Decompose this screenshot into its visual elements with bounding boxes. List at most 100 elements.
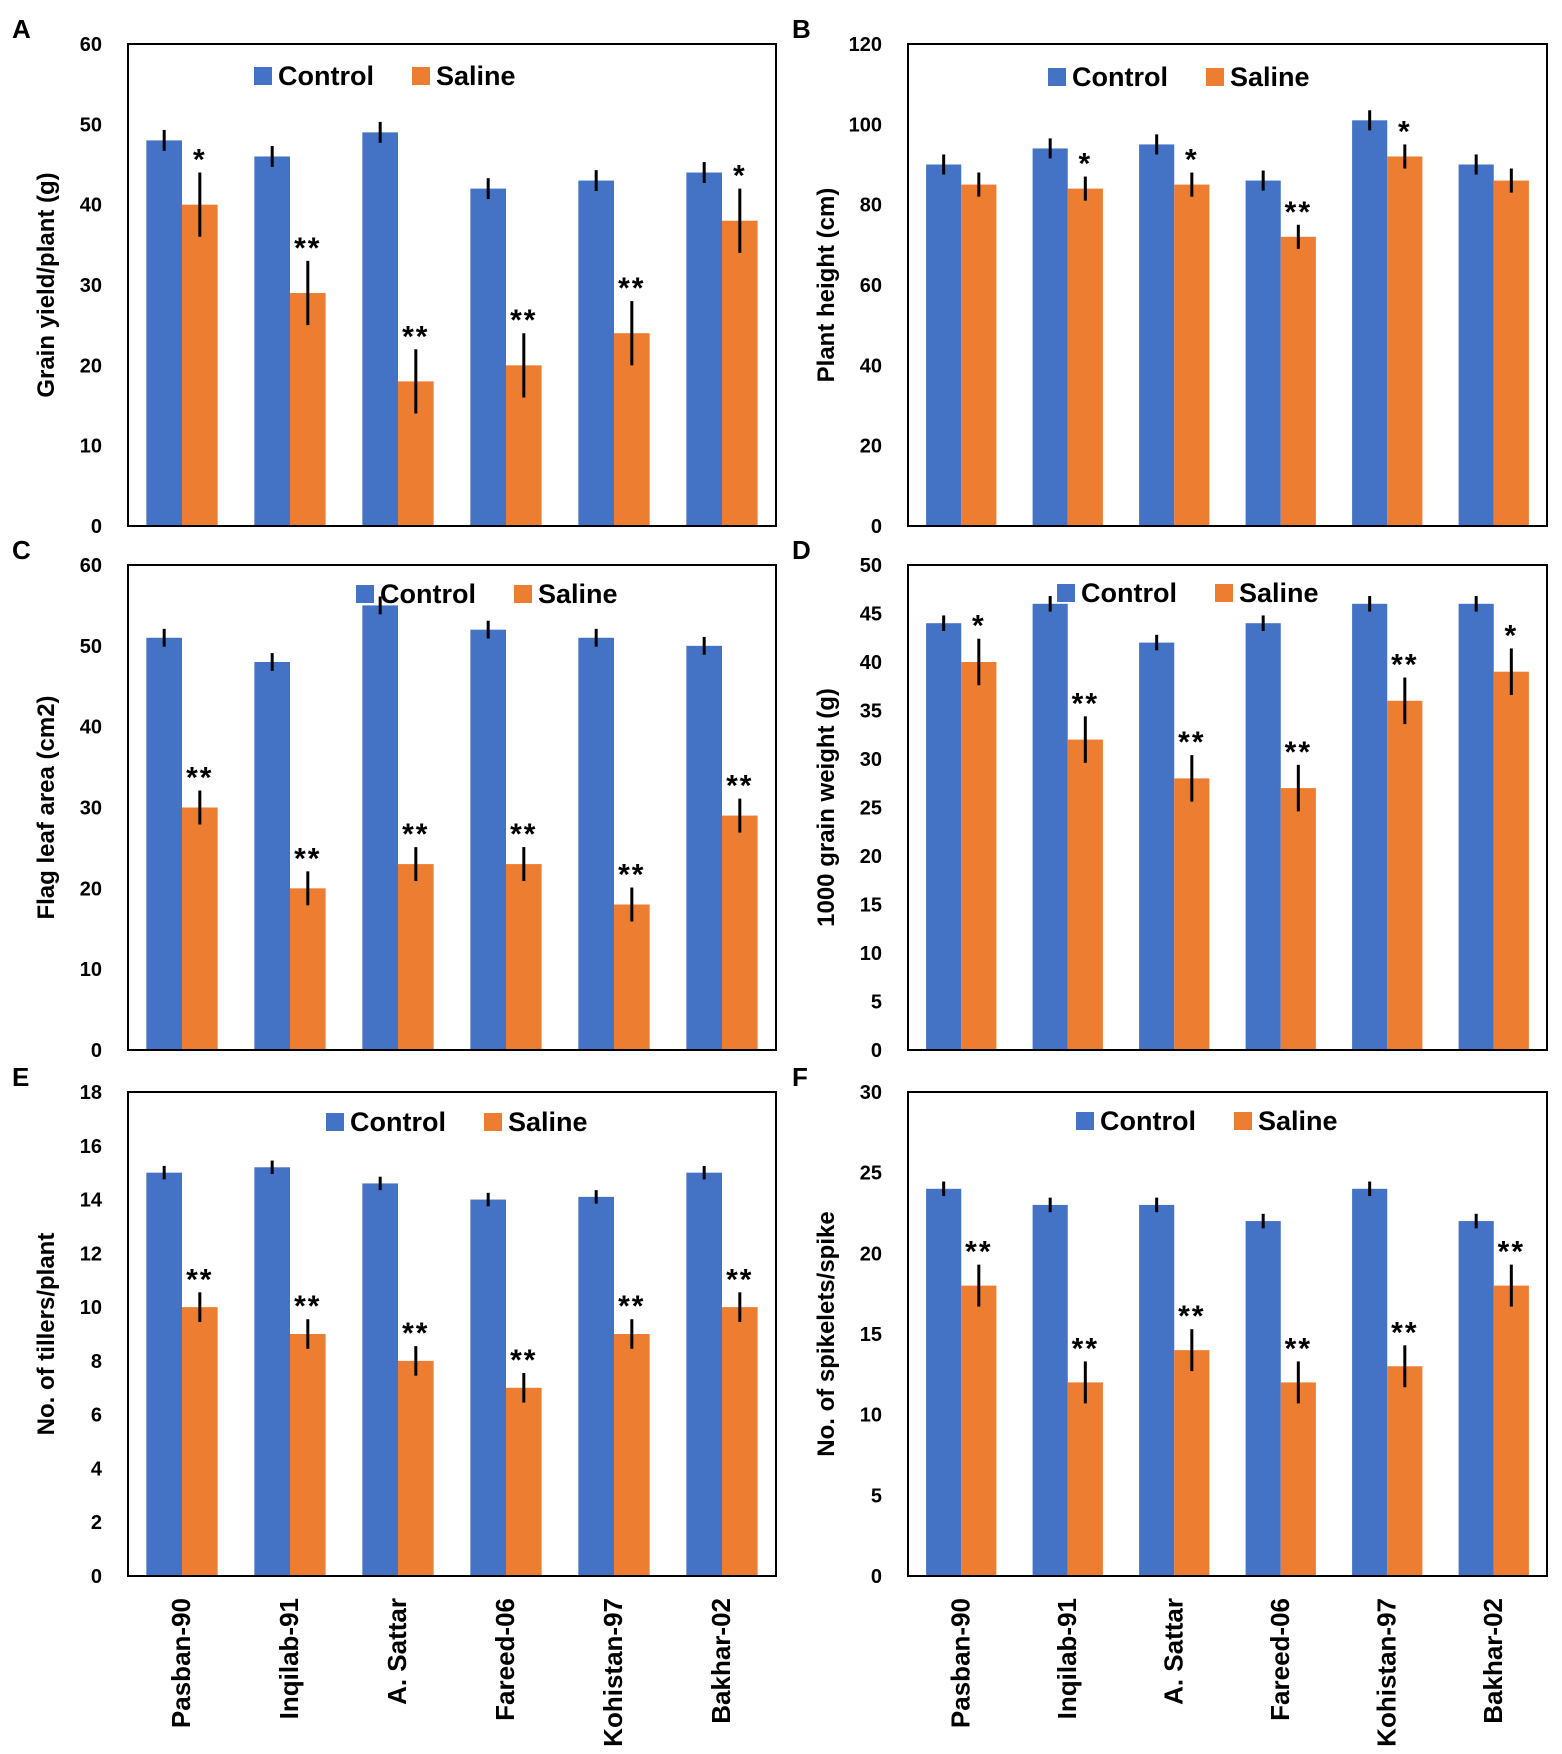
bar-saline [961, 662, 997, 1050]
bar-control [1245, 623, 1281, 1050]
y-axis-label: No. of tillers/plant [33, 1233, 60, 1436]
legend-control-label: Control [350, 1107, 446, 1137]
bar-saline [1067, 188, 1103, 526]
y-tick-label: 6 [91, 1405, 102, 1427]
y-tick-label: 20 [860, 1243, 882, 1265]
legend: Control Saline [1076, 1106, 1338, 1136]
legend: Control Saline [326, 1107, 588, 1137]
y-tick-label: 0 [871, 1566, 882, 1588]
y-tick-label: 40 [80, 717, 102, 739]
significance-mark: ** [186, 1263, 213, 1296]
bar-control [578, 637, 614, 1050]
bar-control [926, 623, 962, 1050]
bar-control [1458, 1221, 1494, 1576]
bar-saline [182, 807, 218, 1050]
y-tick-label: 8 [91, 1351, 102, 1373]
significance-mark: * [193, 144, 207, 177]
legend-control-swatch [1076, 1112, 1094, 1130]
y-tick-label: 25 [860, 798, 882, 820]
y-tick-label: 45 [860, 604, 882, 626]
series-saline: ***** ***** [961, 610, 1529, 1050]
bar-saline [1387, 156, 1423, 526]
bar-saline [290, 888, 326, 1050]
y-axis-label: Flag leaf area (cm2) [33, 695, 60, 919]
significance-mark: ** [186, 762, 213, 795]
significance-mark: ** [510, 1344, 537, 1377]
y-tick-label: 60 [860, 275, 882, 297]
series-saline: * **** [961, 115, 1529, 527]
series-control [926, 1181, 1494, 1576]
bar-control [686, 645, 722, 1050]
category-label: Inqilab-91 [1052, 1598, 1082, 1719]
panel-label: B [792, 14, 811, 44]
bar-saline [1280, 1382, 1316, 1576]
panel-label: F [792, 1062, 808, 1092]
y-tick-label: 20 [860, 436, 882, 458]
bar-control [1352, 1188, 1388, 1576]
bar-saline [1493, 1285, 1529, 1576]
panel-label: E [12, 1062, 29, 1092]
category-label: A. Sattar [1158, 1598, 1188, 1705]
bar-control [1139, 144, 1175, 526]
category-label: Inqilab-91 [274, 1598, 304, 1719]
bar-saline [506, 1387, 542, 1576]
y-tick-label: 10 [80, 436, 102, 458]
bar-saline [506, 864, 542, 1050]
y-tick-label: 15 [860, 1324, 882, 1346]
legend-control-label: Control [380, 579, 476, 609]
bar-saline [722, 815, 758, 1050]
bar-saline [614, 1334, 650, 1576]
significance-mark: ** [1072, 1332, 1099, 1365]
bar-saline [1387, 1366, 1423, 1576]
y-tick-label: 30 [80, 798, 102, 820]
y-tick-label: 12 [80, 1243, 102, 1265]
bar-control [1032, 1204, 1068, 1576]
series-control [146, 1160, 722, 1576]
bar-saline [290, 293, 326, 526]
legend-saline-label: Saline [1230, 62, 1310, 92]
plot-frame [907, 43, 1548, 527]
legend-control-swatch [326, 1113, 344, 1131]
y-tick-label: 25 [860, 1163, 882, 1185]
plot-frame [127, 564, 777, 1051]
legend-control-label: Control [278, 61, 374, 91]
bar-control [578, 1196, 614, 1576]
y-tick-label: 10 [860, 1405, 882, 1427]
significance-mark: ** [726, 1263, 753, 1296]
significance-mark: ** [618, 272, 645, 305]
legend-saline-swatch [412, 67, 430, 85]
significance-mark: ** [618, 1290, 645, 1323]
legend: Control Saline [356, 579, 618, 609]
y-tick-label: 2 [91, 1512, 102, 1534]
bar-control [146, 1172, 182, 1576]
significance-mark: * [1398, 115, 1412, 148]
bar-saline [182, 204, 218, 526]
significance-mark: ** [965, 1236, 992, 1269]
y-tick-label: 35 [860, 701, 882, 723]
y-axis-label: 1000 grain weight (g) [813, 688, 840, 927]
y-tick-label: 5 [871, 992, 882, 1014]
bar-control [1245, 180, 1281, 527]
bar-control [470, 188, 506, 526]
category-label: Bakhar-02 [706, 1598, 736, 1724]
legend-saline-label: Saline [436, 61, 516, 91]
bar-control [926, 1188, 962, 1576]
significance-mark: ** [1285, 1332, 1312, 1365]
bar-saline [961, 184, 997, 527]
y-tick-label: 15 [860, 895, 882, 917]
bar-saline [398, 1360, 434, 1576]
significance-mark: ** [294, 842, 321, 875]
bar-control [254, 662, 290, 1050]
bar-saline [1174, 184, 1210, 527]
y-tick-label: 0 [871, 516, 882, 538]
legend-saline-swatch [484, 1113, 502, 1131]
bar-saline [290, 1334, 326, 1576]
y-tick-label: 20 [860, 846, 882, 868]
bar-saline [1387, 700, 1423, 1050]
legend-saline-label: Saline [508, 1107, 588, 1137]
legend: Control Saline [254, 61, 516, 91]
category-label: Kohistan-97 [1371, 1598, 1401, 1747]
